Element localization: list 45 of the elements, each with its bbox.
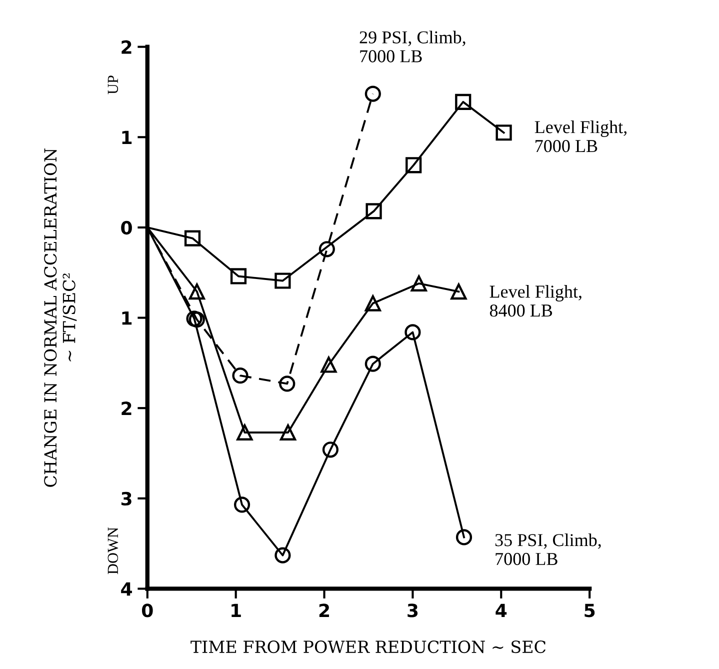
point [318, 241, 335, 258]
y-tick-label: 1 [122, 130, 132, 144]
point [406, 157, 422, 174]
point [364, 86, 381, 102]
point [456, 529, 472, 546]
point [320, 356, 337, 373]
point [274, 272, 291, 289]
x-tick-label: 0 [142, 604, 153, 618]
series-label: Level Flight, 8400 LB [490, 285, 582, 317]
x-tick-label: 3 [408, 604, 418, 618]
x-tick-label: 5 [584, 604, 595, 618]
point [230, 268, 247, 284]
point [279, 376, 296, 392]
point [188, 284, 205, 300]
x-tick-label: 1 [232, 604, 241, 618]
y-tick-label: 2 [122, 402, 132, 415]
point [184, 230, 201, 246]
point [274, 547, 291, 564]
point [496, 124, 512, 141]
x-axis-title: TIME FROM POWER REDUCTION ∼ SEC [190, 640, 546, 654]
point [232, 368, 248, 384]
y-tick-label: 2 [122, 40, 132, 54]
x-tick-label: 4 [496, 604, 507, 618]
series-label: Level Flight, 7000 LB [534, 120, 626, 152]
point [364, 356, 381, 372]
y-axis-title: CHANGE IN NORMAL ACCELERATION ∼ FT/SEC² [44, 148, 77, 487]
x-tick-label: 2 [319, 604, 329, 618]
point [455, 94, 472, 110]
point [322, 442, 339, 458]
point [364, 295, 381, 312]
point [450, 284, 467, 300]
text: UP [108, 76, 118, 94]
y-tick-label: 4 [121, 582, 132, 596]
y-tick-label: 1 [122, 311, 132, 325]
point [234, 496, 250, 513]
point [366, 203, 382, 220]
y-tick-label: 3 [121, 492, 132, 506]
point [410, 275, 427, 292]
point [280, 424, 296, 441]
text: DOWN [108, 527, 118, 574]
point [404, 324, 421, 340]
y-tick-label: 0 [121, 220, 132, 235]
series-label: 29 PSI, Climb, 7000 LB [360, 30, 466, 62]
series-label: 35 PSI, Climb, 7000 LB [495, 534, 601, 566]
point [236, 424, 253, 441]
